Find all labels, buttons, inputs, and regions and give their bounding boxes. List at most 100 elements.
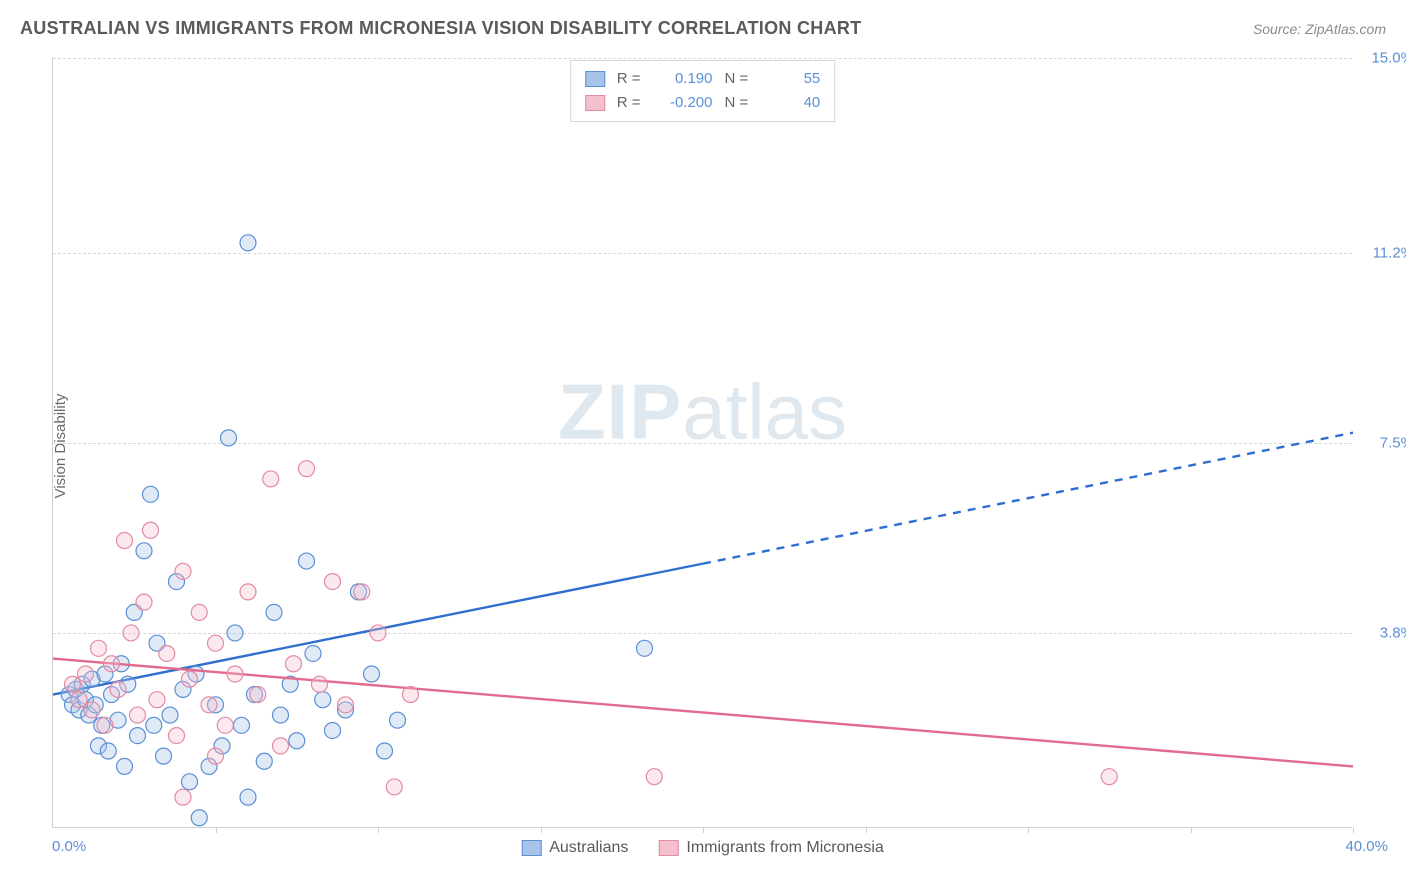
scatter-point-mic bbox=[159, 645, 175, 661]
scatter-point-aus bbox=[289, 733, 305, 749]
x-tick-max: 40.0% bbox=[1345, 838, 1388, 855]
x-tickmark bbox=[541, 827, 542, 833]
scatter-point-mic bbox=[104, 656, 120, 672]
scatter-point-aus bbox=[315, 692, 331, 708]
scatter-point-mic bbox=[191, 604, 207, 620]
scatter-point-mic bbox=[273, 738, 289, 754]
n-label-mic: N = bbox=[725, 91, 749, 115]
scatter-point-aus bbox=[117, 758, 133, 774]
scatter-point-mic bbox=[136, 594, 152, 610]
n-value-mic: 40 bbox=[760, 91, 820, 115]
scatter-point-mic bbox=[227, 666, 243, 682]
chart-header: AUSTRALIAN VS IMMIGRANTS FROM MICRONESIA… bbox=[20, 18, 1386, 39]
scatter-point-aus bbox=[377, 743, 393, 759]
scatter-point-aus bbox=[100, 743, 116, 759]
scatter-point-aus bbox=[130, 728, 146, 744]
scatter-point-aus bbox=[143, 486, 159, 502]
scatter-point-aus bbox=[182, 774, 198, 790]
legend-item-aus: Australians bbox=[521, 839, 628, 857]
scatter-point-mic bbox=[208, 748, 224, 764]
scatter-point-mic bbox=[143, 522, 159, 538]
scatter-point-aus bbox=[136, 543, 152, 559]
y-tick-label: 11.2% bbox=[1359, 245, 1406, 262]
scatter-point-mic bbox=[208, 635, 224, 651]
x-tickmark bbox=[866, 827, 867, 833]
scatter-point-mic bbox=[325, 574, 341, 590]
scatter-point-mic bbox=[175, 563, 191, 579]
scatter-point-mic bbox=[354, 584, 370, 600]
scatter-point-mic bbox=[78, 666, 94, 682]
scatter-point-aus bbox=[305, 645, 321, 661]
scatter-point-mic bbox=[201, 697, 217, 713]
scatter-point-aus bbox=[390, 712, 406, 728]
scatter-point-mic bbox=[312, 676, 328, 692]
scatter-point-aus bbox=[637, 640, 653, 656]
scatter-point-mic bbox=[123, 625, 139, 641]
scatter-point-aus bbox=[325, 722, 341, 738]
series-name-mic: Immigrants from Micronesia bbox=[686, 839, 883, 857]
scatter-point-mic bbox=[370, 625, 386, 641]
scatter-point-aus bbox=[256, 753, 272, 769]
swatch-mic bbox=[585, 95, 605, 111]
r-value-aus: 0.190 bbox=[653, 67, 713, 91]
trend-line-mic bbox=[53, 659, 1353, 767]
x-tick-min: 0.0% bbox=[52, 838, 86, 855]
scatter-point-aus bbox=[240, 235, 256, 251]
scatter-point-aus bbox=[234, 717, 250, 733]
swatch-aus-bottom bbox=[521, 840, 541, 856]
swatch-aus bbox=[585, 71, 605, 87]
scatter-point-aus bbox=[146, 717, 162, 733]
y-tick-label: 3.8% bbox=[1359, 624, 1406, 641]
scatter-point-mic bbox=[286, 656, 302, 672]
scatter-point-mic bbox=[646, 769, 662, 785]
scatter-point-mic bbox=[175, 789, 191, 805]
r-value-mic: -0.200 bbox=[653, 91, 713, 115]
scatter-point-mic bbox=[182, 671, 198, 687]
scatter-point-mic bbox=[263, 471, 279, 487]
scatter-point-mic bbox=[1101, 769, 1117, 785]
scatter-point-mic bbox=[217, 717, 233, 733]
scatter-point-mic bbox=[117, 533, 133, 549]
r-label-mic: R = bbox=[617, 91, 641, 115]
scatter-point-mic bbox=[97, 717, 113, 733]
x-tickmark bbox=[703, 827, 704, 833]
scatter-point-aus bbox=[156, 748, 172, 764]
trend-line-dashed-aus bbox=[703, 433, 1353, 564]
swatch-mic-bottom bbox=[658, 840, 678, 856]
scatter-point-mic bbox=[110, 681, 126, 697]
scatter-point-mic bbox=[84, 702, 100, 718]
y-tick-label: 15.0% bbox=[1359, 50, 1406, 67]
legend-stats: R = 0.190 N = 55 R = -0.200 N = 40 bbox=[570, 60, 836, 122]
scatter-point-mic bbox=[403, 687, 419, 703]
chart-title: AUSTRALIAN VS IMMIGRANTS FROM MICRONESIA… bbox=[20, 18, 861, 39]
n-value-aus: 55 bbox=[760, 67, 820, 91]
scatter-point-mic bbox=[149, 692, 165, 708]
legend-item-mic: Immigrants from Micronesia bbox=[658, 839, 883, 857]
scatter-point-mic bbox=[240, 584, 256, 600]
n-label-aus: N = bbox=[725, 67, 749, 91]
scatter-point-aus bbox=[273, 707, 289, 723]
scatter-point-mic bbox=[130, 707, 146, 723]
chart-source: Source: ZipAtlas.com bbox=[1253, 21, 1386, 37]
scatter-point-aus bbox=[162, 707, 178, 723]
scatter-point-aus bbox=[191, 810, 207, 826]
x-tickmark bbox=[1191, 827, 1192, 833]
scatter-point-mic bbox=[71, 692, 87, 708]
legend-stats-row-aus: R = 0.190 N = 55 bbox=[585, 67, 821, 91]
scatter-point-mic bbox=[386, 779, 402, 795]
scatter-point-aus bbox=[299, 553, 315, 569]
scatter-point-aus bbox=[240, 789, 256, 805]
scatter-point-mic bbox=[299, 461, 315, 477]
scatter-point-mic bbox=[169, 728, 185, 744]
chart-svg bbox=[53, 58, 1352, 827]
scatter-point-aus bbox=[364, 666, 380, 682]
scatter-point-mic bbox=[91, 640, 107, 656]
scatter-point-aus bbox=[221, 430, 237, 446]
plot-area: ZIPatlas 3.8%7.5%11.2%15.0% R = 0.190 N … bbox=[52, 58, 1352, 828]
r-label-aus: R = bbox=[617, 67, 641, 91]
series-name-aus: Australians bbox=[549, 839, 628, 857]
scatter-point-mic bbox=[65, 676, 81, 692]
y-tick-label: 7.5% bbox=[1359, 435, 1406, 452]
x-tickmark bbox=[378, 827, 379, 833]
x-tickmark bbox=[1028, 827, 1029, 833]
